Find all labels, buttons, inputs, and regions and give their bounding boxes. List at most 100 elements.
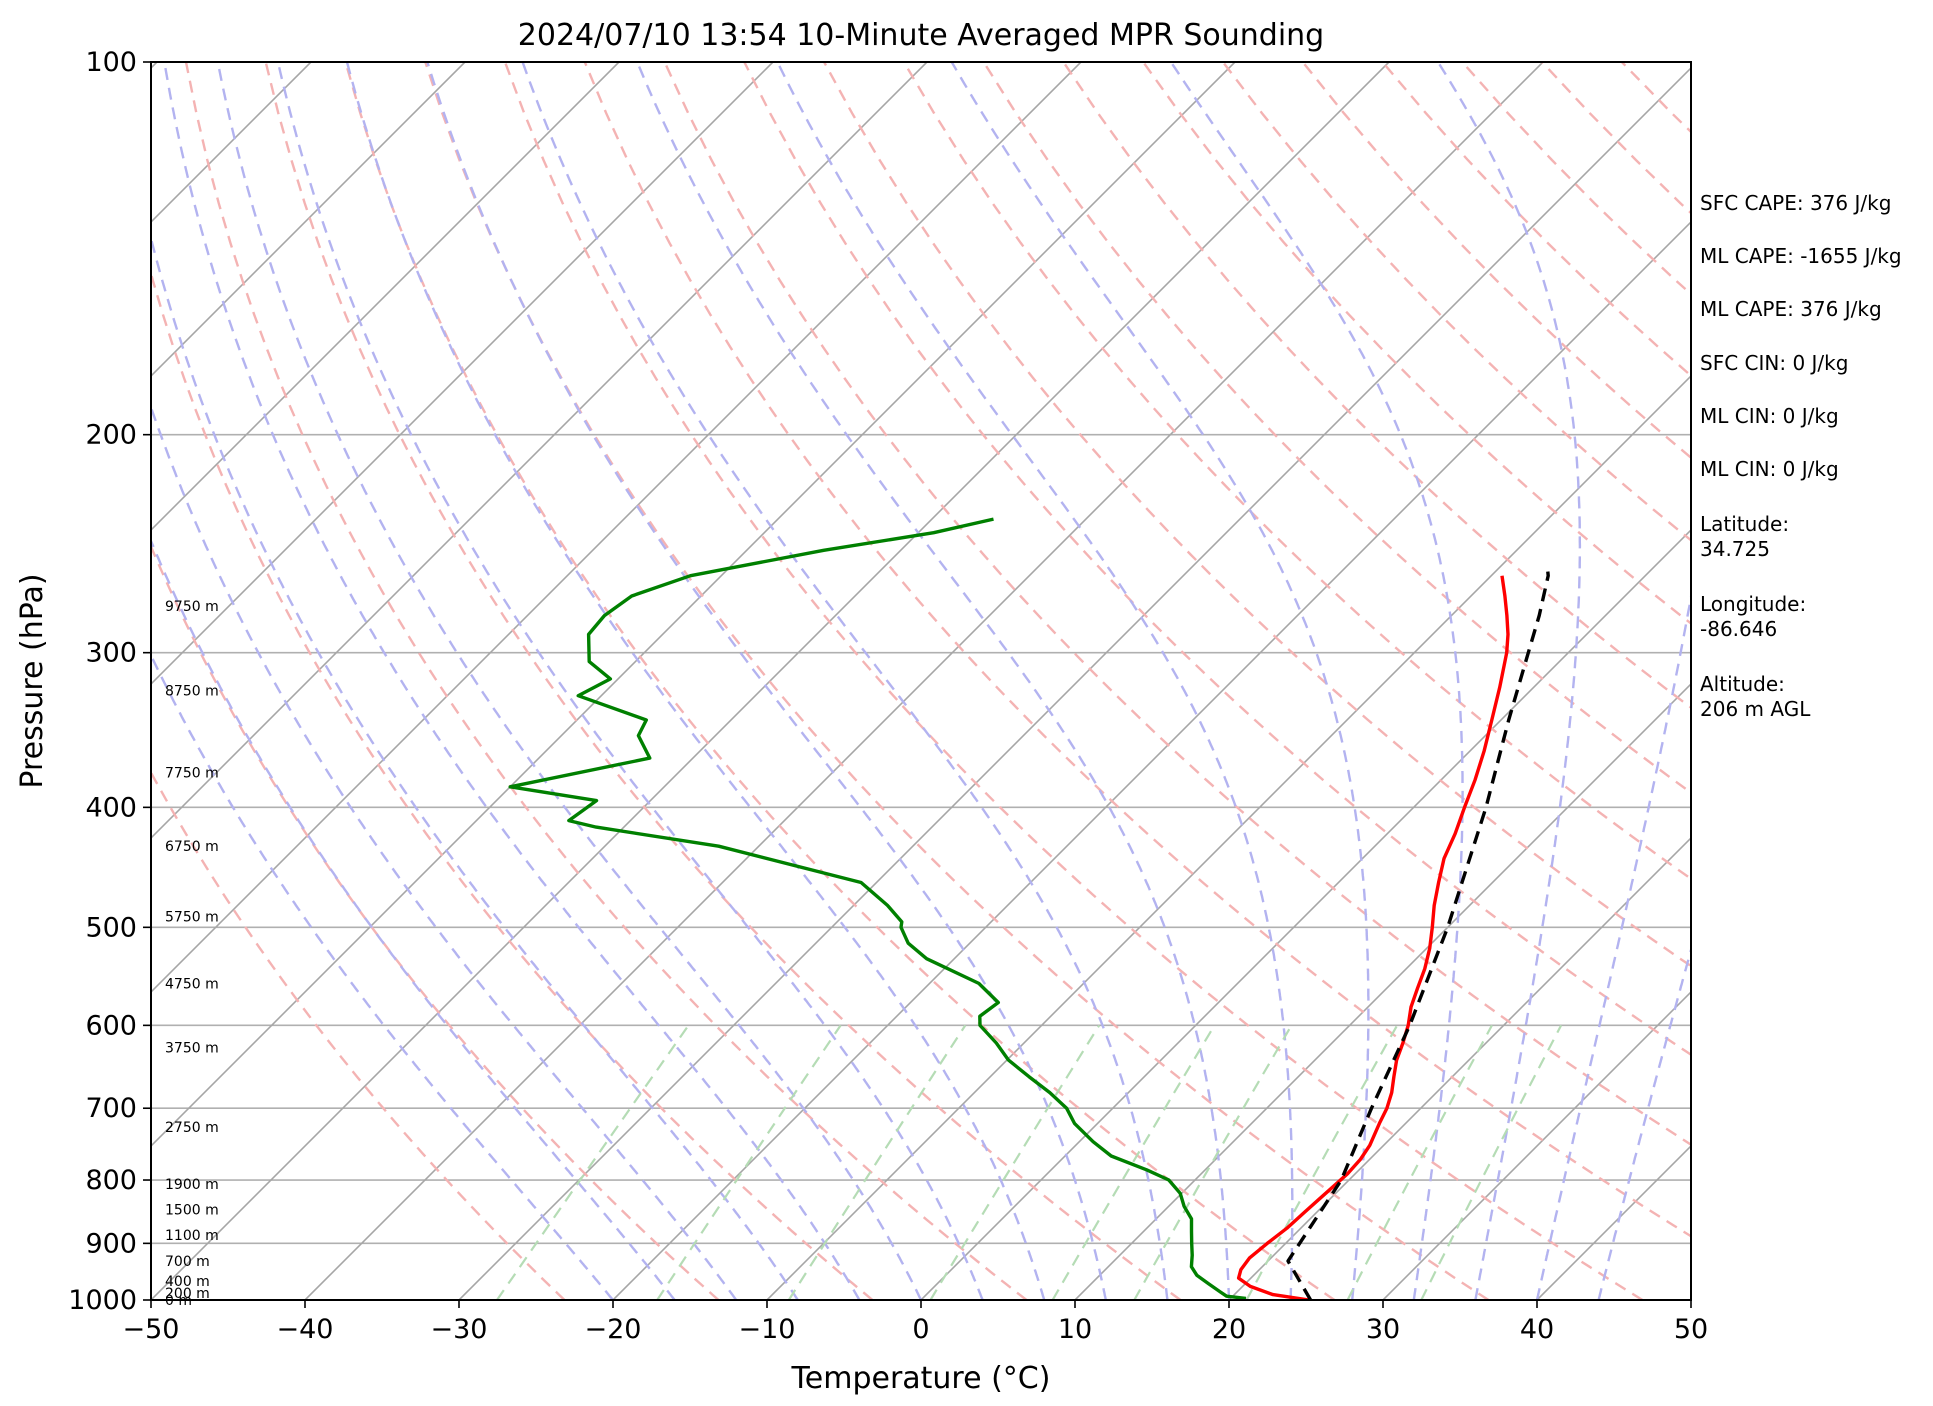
height-label: 5750 m bbox=[165, 909, 219, 925]
x-tick-label: −10 bbox=[739, 1314, 796, 1345]
dry-adiabat-line bbox=[663, 62, 1691, 1147]
mixing-ratio-line bbox=[1051, 1024, 1216, 1300]
y-tick-label: 400 bbox=[85, 792, 137, 823]
isotherm-line bbox=[151, 62, 466, 378]
moist-adiabat-line bbox=[521, 62, 1169, 1300]
height-label: 3750 m bbox=[165, 1040, 219, 1056]
height-label: 400 m bbox=[165, 1274, 210, 1290]
mixing-ratio-line bbox=[787, 1024, 967, 1300]
y-tick-label: 300 bbox=[85, 638, 137, 669]
moist-adiabat-line bbox=[1535, 590, 1691, 1300]
moist-adiabat-line bbox=[151, 403, 738, 1300]
y-axis-label: Pressure (hPa) bbox=[15, 573, 50, 788]
moist-adiabat-line bbox=[151, 233, 799, 1300]
dry-adiabat-line bbox=[344, 62, 1336, 1300]
y-tick-label: 600 bbox=[85, 1010, 137, 1041]
moist-adiabat-line bbox=[216, 62, 923, 1300]
x-tick-label: 30 bbox=[1366, 1314, 1400, 1345]
isotherm-line bbox=[151, 62, 928, 840]
mixing-ratio-line bbox=[656, 1024, 842, 1300]
plot-frame bbox=[150, 61, 1692, 1301]
dry-adiabat-line bbox=[151, 543, 720, 1300]
y-tick-label: 200 bbox=[85, 420, 137, 451]
moist-adiabat-line bbox=[151, 537, 676, 1300]
dry-adiabat-line bbox=[982, 62, 1691, 795]
isotherm-line bbox=[304, 62, 1544, 1300]
mixing-ratio-line bbox=[1245, 1024, 1399, 1300]
dry-adiabat-line bbox=[823, 62, 1691, 968]
moist-adiabat-line bbox=[1436, 62, 1582, 1300]
isotherm-line bbox=[766, 374, 1691, 1300]
height-label: 2750 m bbox=[165, 1120, 219, 1136]
dry-adiabat-line bbox=[184, 62, 1028, 1300]
y-tick-label: 100 bbox=[85, 47, 137, 78]
isotherm-line bbox=[151, 62, 774, 686]
dry-adiabat-line bbox=[503, 62, 1644, 1300]
x-tick-label: 10 bbox=[1058, 1314, 1092, 1345]
isotherm-line bbox=[151, 62, 1236, 1148]
isotherm-line bbox=[0, 62, 3, 1300]
moist-adiabat-line bbox=[950, 62, 1370, 1300]
height-label: 700 m bbox=[165, 1254, 210, 1270]
dry-adiabat-line bbox=[151, 269, 874, 1300]
y-tick-label: 800 bbox=[85, 1165, 137, 1196]
x-tick-label: −30 bbox=[431, 1314, 488, 1345]
mixing-ratio-line bbox=[1346, 1024, 1493, 1300]
dry-adiabat-line bbox=[583, 62, 1691, 1238]
isotherm-line bbox=[1074, 682, 1691, 1300]
x-tick-label: 0 bbox=[912, 1314, 929, 1345]
isotherm-line bbox=[151, 62, 620, 532]
y-tick-label: 700 bbox=[85, 1093, 137, 1124]
ml-cape-text: ML CAPE: -1655 J/kg bbox=[1700, 244, 1902, 268]
moist-adiabat-line bbox=[276, 62, 984, 1300]
x-tick-label: 40 bbox=[1520, 1314, 1554, 1345]
height-label: 4750 m bbox=[165, 976, 219, 992]
x-tick-label: 20 bbox=[1212, 1314, 1246, 1345]
dry-adiabat-line bbox=[264, 62, 1182, 1300]
mixing-ratio-line bbox=[929, 1024, 1101, 1300]
dry-adiabat-line bbox=[151, 770, 566, 1300]
longitude-value: -86.646 bbox=[1700, 617, 1777, 641]
y-axis: 1000 900 800 700 600 500 400 300 200 100 bbox=[68, 47, 151, 1316]
y-tick-label: 1000 bbox=[68, 1285, 137, 1316]
ml-cin-text-2: ML CIN: 0 J/kg bbox=[1700, 457, 1839, 481]
data-series bbox=[508, 517, 1550, 1300]
dry-adiabat-line bbox=[424, 62, 1490, 1300]
isotherm-line bbox=[612, 220, 1691, 1300]
x-tick-label: −20 bbox=[585, 1314, 642, 1345]
height-label: 8750 m bbox=[165, 684, 219, 700]
isotherm-line bbox=[1382, 990, 1691, 1300]
height-label: 200 m bbox=[165, 1286, 210, 1302]
x-axis: −50 −40 −30 −20 −10 0 10 20 30 40 50 bbox=[123, 1300, 1708, 1345]
height-label: 9750 m bbox=[165, 599, 219, 615]
latitude-label: Latitude: bbox=[1700, 512, 1789, 536]
latitude-value: 34.725 bbox=[1700, 537, 1770, 561]
height-label: 1900 m bbox=[165, 1177, 219, 1193]
moist-adiabat-line bbox=[426, 62, 1107, 1300]
ml-cin-text: ML CIN: 0 J/kg bbox=[1700, 404, 1839, 428]
isotherm-line bbox=[458, 66, 1691, 1300]
x-tick-label: 50 bbox=[1674, 1314, 1708, 1345]
chart-title: 2024/07/10 13:54 10-Minute Averaged MPR … bbox=[518, 18, 1324, 53]
moist-adiabat-line bbox=[163, 62, 861, 1300]
moist-adiabat-line bbox=[636, 62, 1231, 1300]
dewpoint-profile-line bbox=[508, 517, 1247, 1300]
height-label: 6750 m bbox=[165, 839, 219, 855]
x-tick-label: −40 bbox=[277, 1314, 334, 1345]
background-lines bbox=[0, 62, 1691, 1300]
moist-adiabat-line bbox=[1169, 62, 1464, 1300]
mixing-ratio-line bbox=[496, 1024, 690, 1300]
temperature-profile-line bbox=[1236, 575, 1510, 1300]
height-label: 1100 m bbox=[165, 1228, 219, 1244]
height-label: 0 m bbox=[165, 1293, 192, 1309]
x-axis-label: Temperature (°C) bbox=[791, 1361, 1051, 1396]
sounding-info-panel: SFC CAPE: 376 J/kg ML CAPE: -1655 J/kg M… bbox=[1700, 191, 1902, 721]
sfc-cape-text: SFC CAPE: 376 J/kg bbox=[1700, 191, 1891, 215]
ml-cape-text-2: ML CAPE: 376 J/kg bbox=[1700, 297, 1882, 321]
moist-adiabat-line bbox=[776, 62, 1294, 1300]
altitude-label: Altitude: bbox=[1700, 672, 1785, 696]
y-tick-label: 500 bbox=[85, 912, 137, 943]
x-tick-label: −50 bbox=[123, 1314, 180, 1345]
